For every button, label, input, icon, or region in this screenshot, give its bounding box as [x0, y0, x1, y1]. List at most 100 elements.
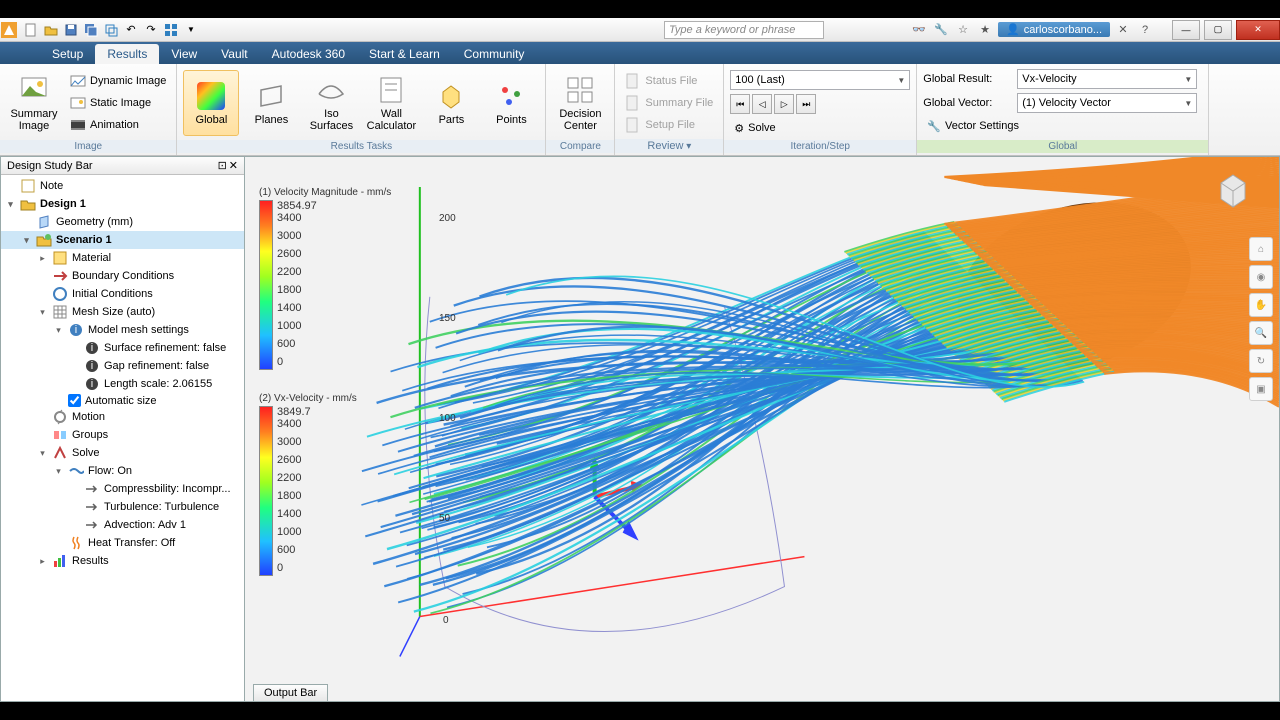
global-vector-combo[interactable]: (1) Velocity Vector▼ [1017, 93, 1197, 113]
open-icon[interactable] [42, 21, 60, 39]
tree-node[interactable]: Boundary Conditions [1, 267, 244, 285]
tree-node[interactable]: ▾Solve [1, 444, 244, 462]
app-window: ↶ ↷ ▼ Type a keyword or phrase 👓 🔧 ☆ ★ 👤… [0, 18, 1280, 702]
summary-image-button[interactable]: Summary Image [6, 70, 62, 136]
design-study-bar: Design Study Bar ⊡✕ Note▾Design 1Geometr… [0, 156, 245, 702]
svg-text:i: i [91, 360, 93, 372]
wall-calculator-button[interactable]: Wall Calculator [363, 70, 419, 136]
iter-last-button[interactable]: ⏭ [796, 94, 816, 114]
new-icon[interactable] [22, 21, 40, 39]
points-button[interactable]: Points [483, 70, 539, 136]
static-image-button[interactable]: Static Image [66, 93, 170, 113]
username: carloscorbano... [1024, 24, 1102, 36]
tree-node[interactable]: Motion [1, 408, 244, 426]
nav-pan-icon[interactable]: ✋ [1249, 293, 1273, 317]
note-icon [20, 178, 36, 194]
arrow-icon [84, 517, 100, 533]
dynamic-image-button[interactable]: Dynamic Image [66, 71, 170, 91]
user-chip[interactable]: 👤carloscorbano... [998, 22, 1110, 37]
search-input[interactable]: Type a keyword or phrase [664, 21, 824, 39]
save-all-icon[interactable] [82, 21, 100, 39]
nav-home-icon[interactable]: ⌂ [1249, 237, 1273, 261]
favorite-icon[interactable]: ★ [976, 21, 994, 39]
nav-fit-icon[interactable]: ▣ [1249, 377, 1273, 401]
solve-button[interactable]: ⚙Solve [730, 118, 779, 138]
redo-icon[interactable]: ↷ [142, 21, 160, 39]
tab-community[interactable]: Community [452, 44, 537, 64]
sidebar-pin-icon[interactable]: ⊡ [218, 159, 227, 172]
tree-node[interactable]: Groups [1, 426, 244, 444]
tree-node[interactable]: Compressbility: Incompr... [1, 480, 244, 498]
heat-icon [68, 535, 84, 551]
clone-icon[interactable] [102, 21, 120, 39]
tab-vault[interactable]: Vault [209, 44, 259, 64]
arrow-icon [84, 499, 100, 515]
nav-zoom-icon[interactable]: 🔍 [1249, 321, 1273, 345]
minimize-button[interactable]: — [1172, 20, 1200, 40]
key-icon[interactable]: 🔧 [932, 21, 950, 39]
tree-node[interactable]: Advection: Adv 1 [1, 516, 244, 534]
iso-surfaces-button[interactable]: Iso Surfaces [303, 70, 359, 136]
app-icon[interactable] [0, 21, 18, 39]
tree-label: Initial Conditions [72, 288, 153, 300]
tree-node[interactable]: Geometry (mm) [1, 213, 244, 231]
exchange-icon[interactable]: ✕ [1114, 21, 1132, 39]
tree-node[interactable]: Automatic size [1, 393, 244, 408]
tab-start-learn[interactable]: Start & Learn [357, 44, 452, 64]
tree-node[interactable]: iSurface refinement: false [1, 339, 244, 357]
tree-label: Solve [72, 447, 100, 459]
binoculars-icon[interactable]: 👓 [910, 21, 928, 39]
tree-node[interactable]: ▾Design 1 [1, 195, 244, 213]
global-button[interactable]: Global [183, 70, 239, 136]
tree-node[interactable]: ▾Flow: On [1, 462, 244, 480]
iter-first-button[interactable]: ⏮ [730, 94, 750, 114]
vector-settings-button[interactable]: 🔧Vector Settings [923, 116, 1023, 136]
viewport[interactable]: (1) Velocity Magnitude - mm/s 3854.97340… [245, 156, 1280, 702]
output-bar-tab[interactable]: Output Bar [253, 684, 328, 701]
tab-autodesk-360[interactable]: Autodesk 360 [260, 44, 357, 64]
tree-node[interactable]: ▸Material [1, 249, 244, 267]
motion-icon [52, 409, 68, 425]
iter-next-button[interactable]: ▷ [774, 94, 794, 114]
ribbon: Summary Image Dynamic Image Static Image… [0, 64, 1280, 156]
tree-node[interactable]: Note [1, 177, 244, 195]
undo-icon[interactable]: ↶ [122, 21, 140, 39]
nav-orbit-icon[interactable]: ◉ [1249, 265, 1273, 289]
tree-label: Scenario 1 [56, 234, 112, 246]
tree-node[interactable]: ▸Results [1, 552, 244, 570]
tab-results[interactable]: Results [95, 44, 159, 64]
animation-button[interactable]: Animation [66, 115, 170, 135]
tree-node[interactable]: Heat Transfer: Off [1, 534, 244, 552]
grid-icon[interactable] [162, 21, 180, 39]
tree-label: Boundary Conditions [72, 270, 174, 282]
tab-view[interactable]: View [159, 44, 209, 64]
checkbox[interactable] [68, 394, 81, 407]
help-icon[interactable]: ? [1136, 21, 1154, 39]
decision-center-button[interactable]: Decision Center [552, 70, 608, 136]
iteration-combo[interactable]: 100 (Last)▼ [730, 70, 910, 90]
save-icon[interactable] [62, 21, 80, 39]
tree-node[interactable]: Turbulence: Turbulence [1, 498, 244, 516]
maximize-button[interactable]: ▢ [1204, 20, 1232, 40]
tree-node[interactable]: ▾Scenario 1 [1, 231, 244, 249]
tree-node[interactable]: ▾iModel mesh settings [1, 321, 244, 339]
tree-node[interactable]: iGap refinement: false [1, 357, 244, 375]
tree-node[interactable]: iLength scale: 2.06155 [1, 375, 244, 393]
close-button[interactable]: ✕ [1236, 20, 1280, 40]
viewcube[interactable] [1211, 167, 1255, 211]
parts-button[interactable]: Parts [423, 70, 479, 136]
global-result-combo[interactable]: Vx-Velocity▼ [1017, 69, 1197, 89]
star-icon[interactable]: ☆ [954, 21, 972, 39]
tree-node[interactable]: Initial Conditions [1, 285, 244, 303]
iter-prev-button[interactable]: ◁ [752, 94, 772, 114]
tree-label: Motion [72, 411, 105, 423]
tree-node[interactable]: ▾Mesh Size (auto) [1, 303, 244, 321]
tree-label: Advection: Adv 1 [104, 519, 186, 531]
planes-button[interactable]: Planes [243, 70, 299, 136]
legend-colorbar-2 [259, 406, 273, 576]
sidebar-close-icon[interactable]: ✕ [229, 159, 238, 172]
nav-rotate-icon[interactable]: ↻ [1249, 349, 1273, 373]
ribbon-tabstrip: SetupResultsViewVaultAutodesk 360Start &… [0, 42, 1280, 64]
qat-dropdown-icon[interactable]: ▼ [182, 21, 200, 39]
tab-setup[interactable]: Setup [40, 44, 95, 64]
